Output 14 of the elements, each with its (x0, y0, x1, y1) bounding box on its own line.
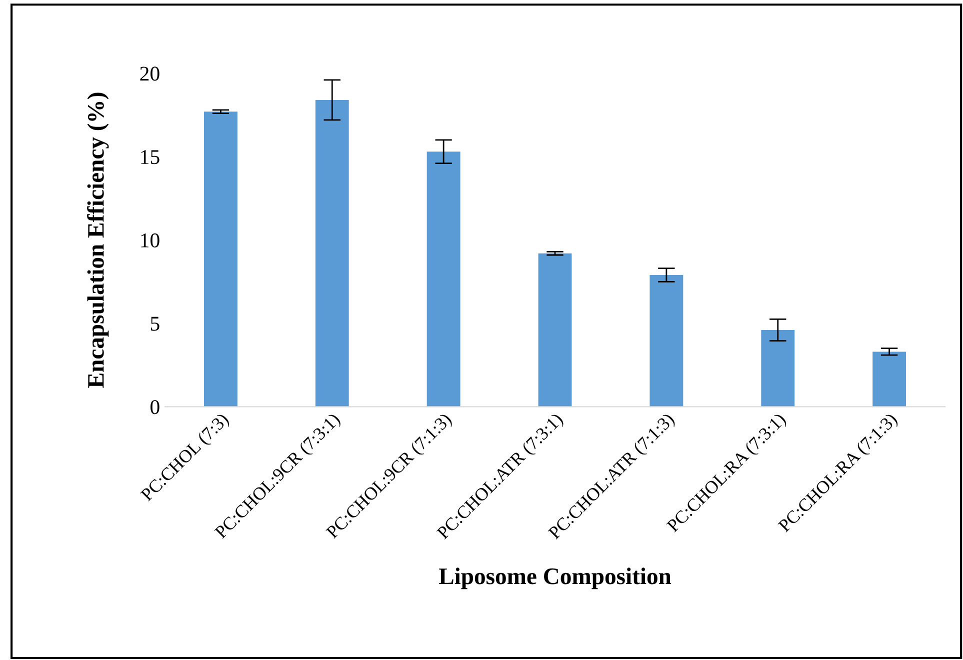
bar (426, 152, 460, 407)
y-axis-title: Encapsulation Efficiency (%) (87, 92, 109, 388)
x-axis-title: Liposome Composition (438, 568, 672, 590)
bar (761, 330, 795, 407)
bar (538, 253, 572, 407)
bar (315, 100, 349, 407)
y-tick-label: 20 (140, 66, 160, 81)
y-tick-label: 15 (141, 150, 160, 164)
y-tick-label: 0 (150, 400, 160, 414)
bar (872, 352, 906, 407)
y-tick-label: 5 (150, 316, 160, 331)
y-tick-label: 10 (141, 233, 160, 248)
bar (204, 112, 238, 407)
bar (650, 275, 684, 407)
